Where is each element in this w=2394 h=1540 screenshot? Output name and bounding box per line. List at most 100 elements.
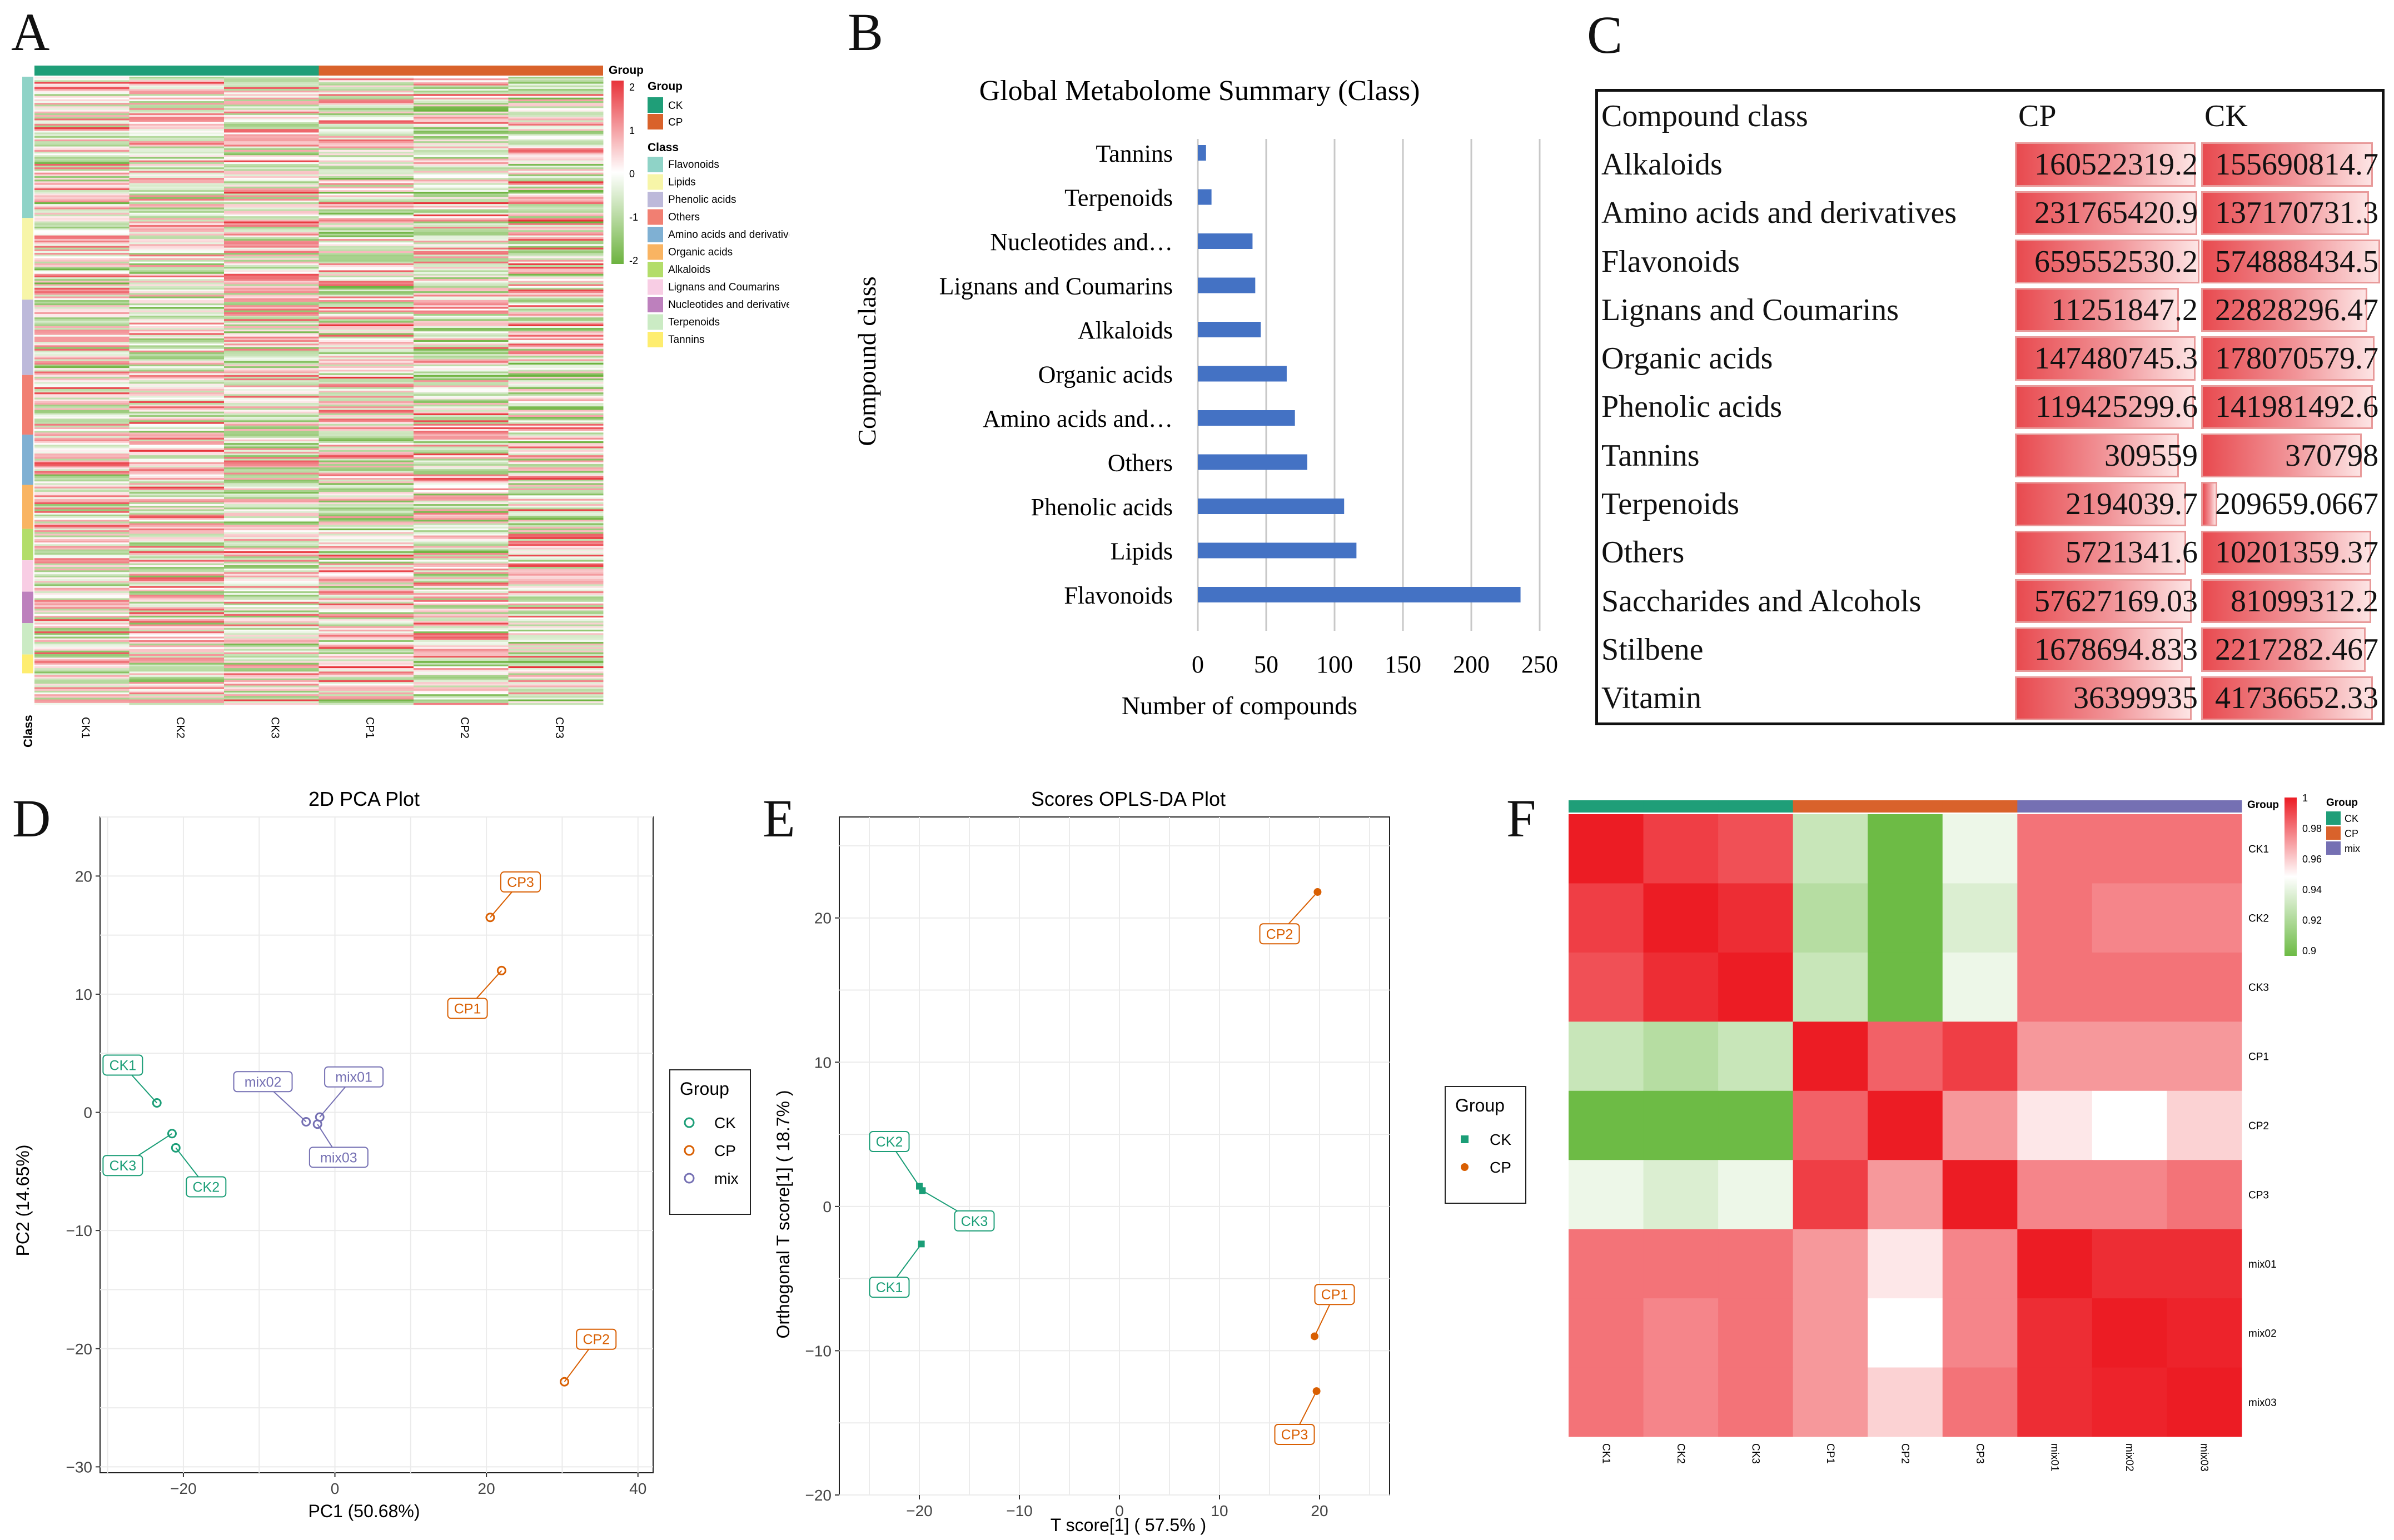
heatmap-cell xyxy=(508,324,604,327)
heatmap-cell xyxy=(34,528,130,531)
heatmap-cell xyxy=(508,370,604,372)
heatmap-cell xyxy=(508,364,604,367)
heatmap-cell xyxy=(129,636,225,639)
heatmap-cell xyxy=(224,666,319,669)
y-tick-label: Lignans and Coumarins xyxy=(939,273,1173,300)
heatmap-cell xyxy=(224,540,319,543)
heatmap-cell xyxy=(318,174,414,177)
heatmap-cell xyxy=(34,340,130,342)
heatmap-cell xyxy=(318,94,414,97)
heatmap-cell xyxy=(224,330,319,332)
heatmap-cell xyxy=(224,195,319,198)
heatmap-cell xyxy=(414,483,509,485)
heatmap-cell xyxy=(34,480,130,482)
heatmap-cell xyxy=(414,411,509,414)
heatmap-cell xyxy=(318,261,414,264)
heatmap-cell xyxy=(318,652,414,655)
heatmap-cell xyxy=(129,692,225,695)
column-label: CK1 xyxy=(1600,1443,1611,1464)
heatmap-cell xyxy=(224,567,319,569)
heatmap-cell xyxy=(129,186,225,189)
heatmap-cell xyxy=(129,413,225,416)
data-point xyxy=(918,1240,925,1248)
heatmap-cell xyxy=(508,687,604,690)
heatmap-cell xyxy=(129,181,225,183)
heatmap-cell xyxy=(414,385,509,388)
heatmap-cell xyxy=(508,331,604,333)
heatmap-cell xyxy=(414,181,509,183)
column-label: CP3 xyxy=(553,717,565,739)
heatmap-cell xyxy=(129,258,225,261)
heatmap-cell xyxy=(414,125,509,128)
scale-tick-label: 2 xyxy=(629,82,635,93)
heatmap-cell xyxy=(129,253,225,255)
heatmap-cell xyxy=(318,300,414,302)
heatmap-cell xyxy=(508,279,604,281)
heatmap-cell xyxy=(508,666,604,669)
heatmap-cell xyxy=(414,255,509,257)
heatmap-cell xyxy=(129,136,225,138)
heatmap-cell xyxy=(34,134,130,137)
heatmap-cell xyxy=(224,163,319,166)
heatmap-cell xyxy=(129,378,225,381)
heatmap-cell xyxy=(224,406,319,408)
x-tick-labels: 0 50 100 150 200 250 xyxy=(1192,651,1558,678)
heatmap-cell xyxy=(508,253,604,255)
heatmap-cell xyxy=(414,149,509,152)
heatmap-cell xyxy=(318,630,414,632)
heatmap-cell xyxy=(129,113,225,116)
heatmap-cell xyxy=(224,180,319,182)
heatmap-cell xyxy=(318,640,414,642)
heatmap-cell xyxy=(318,172,414,175)
heatmap-cell xyxy=(34,481,130,484)
heatmap-cell xyxy=(508,368,604,370)
heatmap-cell xyxy=(318,193,414,196)
heatmap-cell xyxy=(34,689,130,691)
table-row: Others 5721341.6 10201359.37 xyxy=(1598,529,2382,577)
heatmap-cell xyxy=(2092,883,2167,953)
heatmap-cell xyxy=(508,434,604,437)
heatmap-cell xyxy=(224,370,319,372)
heatmap-cell xyxy=(224,439,319,442)
table-header-row: Compound class CP CK xyxy=(1598,92,2382,140)
heatmap-cell xyxy=(318,169,414,171)
heatmap-cell xyxy=(129,127,225,129)
heatmap-cell xyxy=(129,103,225,105)
heatmap-cell xyxy=(414,654,509,656)
heatmap-cell xyxy=(129,286,225,288)
heatmap-cell xyxy=(508,338,604,341)
heatmap-cell xyxy=(508,635,604,637)
cp-value-cell: 36399935 xyxy=(2015,674,2201,722)
heatmap-cell xyxy=(129,310,225,313)
heatmap-cell xyxy=(224,701,319,704)
heatmap-cell xyxy=(224,520,319,522)
heatmap-cell xyxy=(318,378,414,381)
heatmap-cell xyxy=(224,343,319,346)
heatmap-cell xyxy=(414,123,509,126)
heatmap-cell xyxy=(508,671,604,674)
heatmap-cell xyxy=(1718,952,1794,1022)
heatmap-cell xyxy=(34,261,130,264)
column-labels: CK1 CK2 CK3 CP1 CP2 CP3 xyxy=(79,717,565,739)
heatmap-cell xyxy=(508,595,604,597)
point-label: CP1 xyxy=(1321,1287,1348,1303)
heatmap-cell xyxy=(508,77,604,79)
heatmap-cell xyxy=(414,83,509,86)
point-label: mix01 xyxy=(335,1070,372,1085)
cp-value-cell: 119425299.6 xyxy=(2015,383,2201,431)
heatmap-cell xyxy=(414,609,509,611)
heatmap-cell xyxy=(414,500,509,503)
heatmap-cell xyxy=(508,457,604,459)
data-point xyxy=(167,1129,177,1139)
heatmap-cell xyxy=(34,523,130,526)
data-bar xyxy=(2015,336,2196,381)
heatmap-cell xyxy=(414,551,509,554)
heatmap-cell xyxy=(34,125,130,128)
heatmap-cell xyxy=(318,521,414,524)
heatmap-cell xyxy=(508,460,604,463)
heatmap-cell xyxy=(224,348,319,351)
heatmap-cell xyxy=(224,316,319,318)
legend-symbol xyxy=(1461,1135,1469,1143)
heatmap-cell xyxy=(34,696,130,698)
heatmap-cell xyxy=(34,96,130,98)
